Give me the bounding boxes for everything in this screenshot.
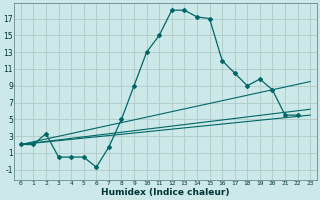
X-axis label: Humidex (Indice chaleur): Humidex (Indice chaleur) bbox=[101, 188, 230, 197]
